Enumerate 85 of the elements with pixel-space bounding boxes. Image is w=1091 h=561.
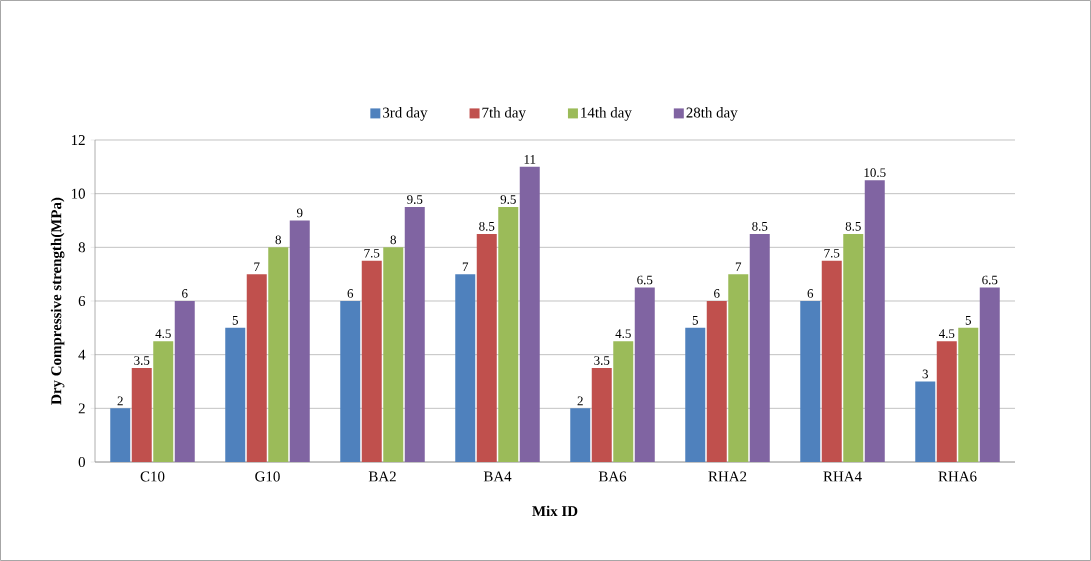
legend-label: 28th day: [686, 107, 738, 121]
data-label: 4.5: [155, 329, 171, 339]
x-tick-label: G10: [255, 471, 280, 482]
bar: [361, 260, 382, 462]
bar: [706, 301, 727, 462]
bar: [915, 381, 936, 462]
data-label: 5: [965, 316, 971, 325]
bar: [613, 341, 634, 462]
data-label: 11: [524, 155, 536, 164]
y-axis-title: Dry Compressive strength(MPa): [50, 197, 65, 405]
data-label: 7: [254, 262, 260, 271]
data-label: 6: [714, 289, 720, 298]
data-label: 8: [275, 235, 281, 245]
data-label: 7: [735, 262, 742, 271]
bar: [455, 274, 476, 462]
data-label: 2: [577, 396, 583, 406]
x-tick-label: RHA4: [823, 471, 862, 482]
data-label: 9.5: [500, 195, 516, 204]
bar: [404, 207, 425, 462]
y-tick-label: 12: [71, 135, 85, 145]
y-tick-label: 6: [78, 295, 86, 307]
data-label: 5: [692, 316, 698, 325]
data-label: 8: [390, 235, 396, 245]
data-label: 4.5: [615, 329, 631, 339]
data-label: 8.5: [845, 221, 861, 231]
bar: [289, 220, 310, 462]
data-label: 2: [117, 396, 123, 406]
data-label: 6: [347, 289, 354, 298]
bar: [728, 274, 749, 462]
data-label: 6: [807, 289, 814, 298]
bar: [246, 274, 267, 462]
bar: [174, 301, 195, 462]
data-label: 9.5: [407, 195, 423, 204]
bar: [843, 233, 864, 462]
x-tick-label: RHA6: [938, 471, 977, 482]
x-tick-label: BA6: [598, 471, 627, 482]
data-label: 10.5: [864, 168, 886, 178]
data-label: 7.5: [824, 248, 840, 258]
legend-label: 3rd day: [383, 107, 428, 121]
y-tick-label: 4: [78, 349, 86, 360]
y-tick-label: 10: [71, 188, 85, 199]
bar: [864, 180, 885, 462]
bar: [225, 327, 246, 462]
data-label: 8.5: [752, 221, 768, 231]
bar: [570, 408, 591, 462]
bar: [685, 327, 706, 462]
bar: [979, 287, 1000, 462]
y-tick-label: 0: [78, 456, 85, 468]
data-label: 6.5: [982, 275, 998, 285]
bar: [936, 341, 957, 462]
y-tick-label: 2: [78, 403, 85, 414]
bar: [634, 287, 655, 462]
bar: [519, 166, 540, 462]
bar: [800, 301, 821, 462]
legend-label: 7th day: [482, 107, 526, 121]
data-label: 6.5: [637, 275, 653, 285]
bar: [749, 233, 770, 462]
data-label: 3: [922, 369, 928, 379]
data-label: 7.5: [364, 248, 380, 258]
x-axis-title: Mix ID: [532, 505, 578, 517]
bar: [383, 247, 404, 462]
y-tick-label: 8: [78, 242, 85, 253]
data-label: 5: [232, 316, 238, 325]
bar: [268, 247, 289, 462]
bar: [476, 233, 497, 462]
x-tick-label: C10: [140, 471, 165, 482]
bar: [821, 260, 842, 462]
x-tick-label: BA2: [368, 471, 396, 482]
bar: [958, 327, 979, 462]
legend-label: 14th day: [581, 107, 632, 121]
bar: [591, 368, 612, 462]
bar: [498, 207, 519, 462]
x-tick-label: BA4: [483, 471, 512, 482]
data-label: 3.5: [594, 356, 610, 365]
data-label: 4.5: [938, 329, 955, 339]
data-label: 7: [462, 262, 469, 271]
data-label: 9: [296, 208, 303, 218]
x-tick-label: RHA2: [708, 471, 747, 482]
bar: [340, 301, 361, 462]
bar: [131, 368, 152, 462]
bar: [110, 408, 131, 462]
data-label: 6: [182, 289, 188, 298]
data-label: 8.5: [479, 221, 495, 231]
bar: [153, 341, 174, 462]
data-label: 3.5: [134, 356, 150, 365]
